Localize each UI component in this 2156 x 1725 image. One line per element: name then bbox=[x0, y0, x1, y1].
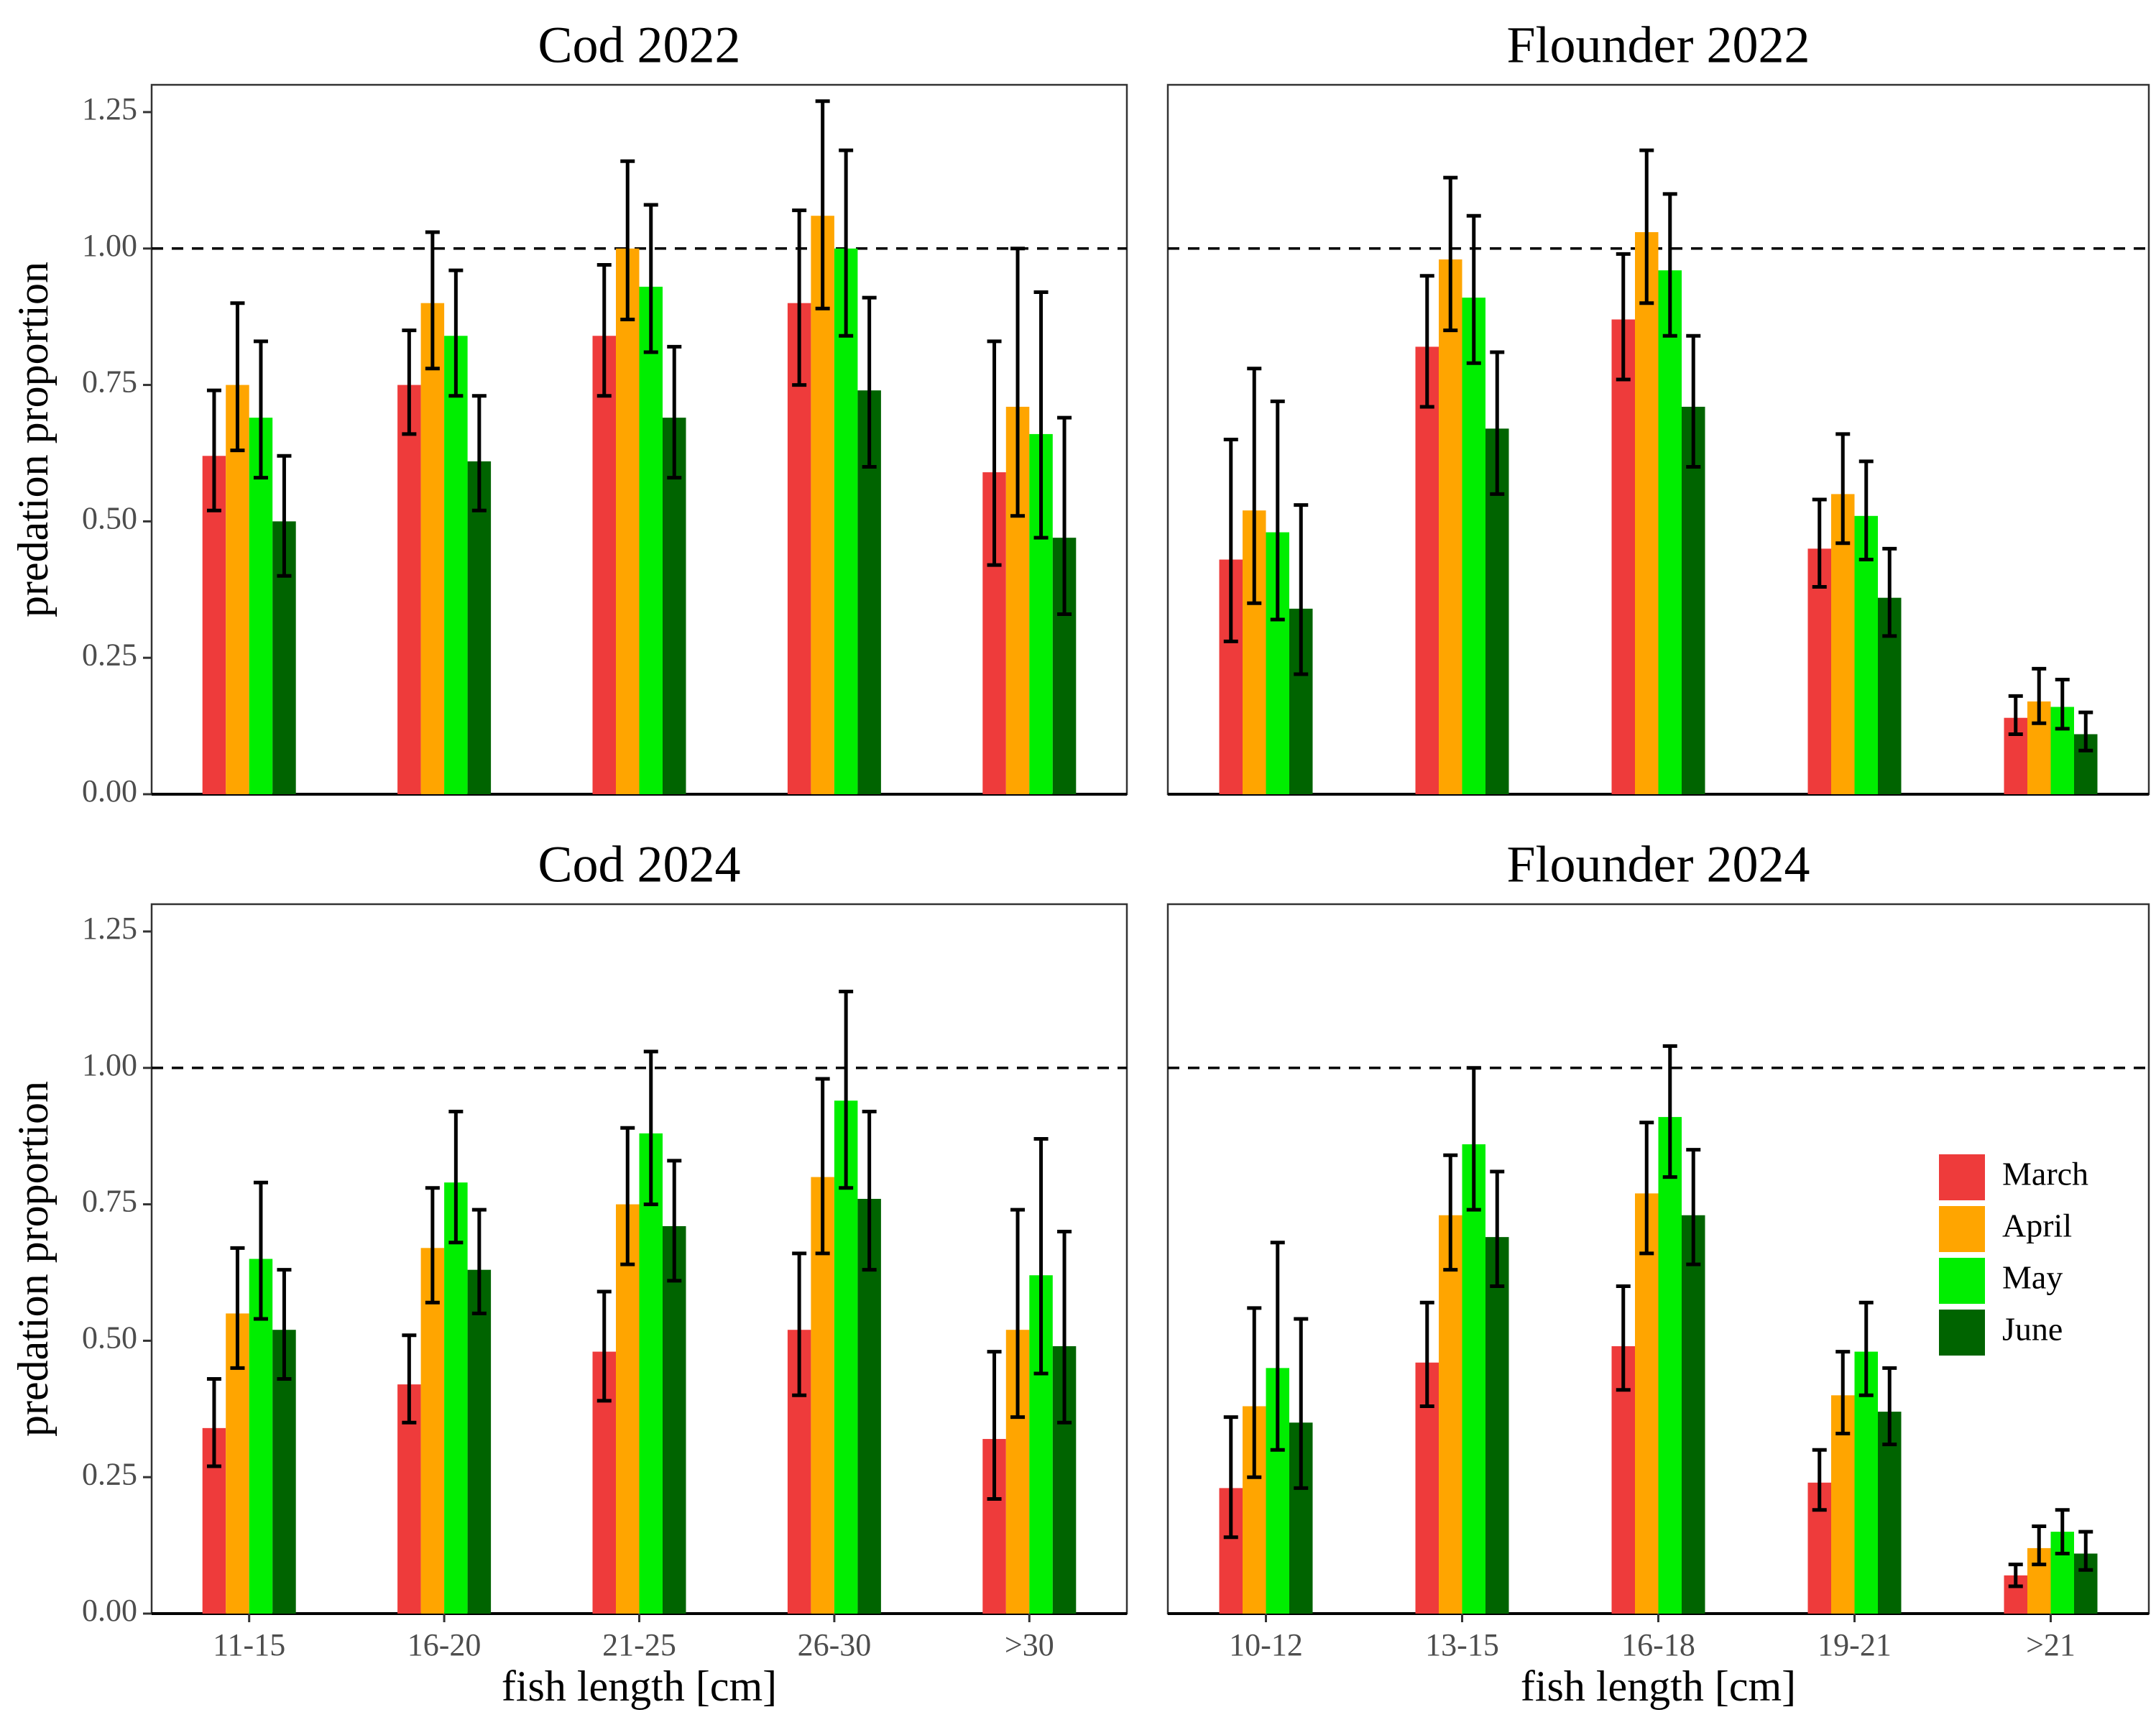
bar-june bbox=[1682, 406, 1705, 794]
bar-april bbox=[226, 385, 249, 794]
bar-april bbox=[616, 248, 640, 794]
bar-march bbox=[1415, 346, 1439, 794]
bar-june bbox=[663, 1225, 686, 1614]
bar-may bbox=[639, 1133, 663, 1614]
y-tick-label: 0.00 bbox=[82, 773, 137, 809]
bar-may bbox=[444, 1182, 468, 1614]
bar-march bbox=[1611, 319, 1635, 794]
bar-april bbox=[1439, 259, 1462, 794]
x-axis-title: fish length [cm] bbox=[1521, 1662, 1796, 1710]
bar-march bbox=[592, 336, 616, 794]
panel-title: Flounder 2024 bbox=[1507, 836, 1810, 893]
bar-june bbox=[1485, 1237, 1509, 1614]
bar-april bbox=[1635, 1193, 1659, 1614]
bar-may bbox=[1658, 270, 1682, 795]
bar-march bbox=[202, 456, 226, 794]
bar-march bbox=[1807, 548, 1831, 794]
y-tick-label: 0.25 bbox=[82, 637, 137, 672]
legend-label-march: March bbox=[2002, 1156, 2088, 1192]
legend-swatch-june bbox=[1939, 1310, 1985, 1356]
x-tick-label: 16-20 bbox=[407, 1627, 482, 1662]
y-tick-label: 0.50 bbox=[82, 1320, 137, 1355]
panel-title: Cod 2022 bbox=[538, 17, 740, 74]
legend-label-june: June bbox=[2002, 1311, 2063, 1348]
bar-march bbox=[397, 385, 421, 794]
bar-april bbox=[420, 1248, 445, 1614]
panel-title: Flounder 2022 bbox=[1507, 17, 1810, 74]
bar-april bbox=[420, 303, 445, 794]
bar-april bbox=[616, 1204, 640, 1614]
legend: March April May June bbox=[1939, 1154, 2088, 1356]
bar-june bbox=[467, 1269, 492, 1614]
bar-may bbox=[1658, 1117, 1682, 1614]
bar-may bbox=[1462, 298, 1485, 795]
panel-2: Flounder 2022 bbox=[1166, 17, 2150, 796]
y-tick-label: 1.25 bbox=[82, 91, 137, 126]
bar-may bbox=[444, 336, 468, 794]
bar-may bbox=[1854, 515, 1878, 794]
bar-april bbox=[1635, 231, 1659, 794]
x-tick-label: >30 bbox=[1005, 1627, 1054, 1662]
y-axis-title: predation proportion bbox=[9, 262, 57, 617]
x-tick-label: 19-21 bbox=[1818, 1627, 1892, 1662]
legend-label-may: May bbox=[2002, 1259, 2063, 1296]
legend-swatch-may bbox=[1939, 1258, 1985, 1304]
bar-may bbox=[639, 286, 663, 794]
y-tick-label: 1.00 bbox=[82, 1047, 137, 1082]
legend-label-april: April bbox=[2002, 1208, 2072, 1244]
x-tick-label: 13-15 bbox=[1425, 1627, 1499, 1662]
bar-june bbox=[1682, 1215, 1705, 1614]
x-tick-label: 16-18 bbox=[1621, 1627, 1695, 1662]
x-tick-label: 10-12 bbox=[1229, 1627, 1303, 1662]
y-tick-label: 0.75 bbox=[82, 364, 137, 400]
x-tick-label: 21-25 bbox=[602, 1627, 676, 1662]
y-tick-label: 0.25 bbox=[82, 1456, 137, 1491]
bar-may bbox=[834, 248, 858, 794]
y-tick-label: 1.00 bbox=[82, 228, 137, 263]
y-tick-label: 0.75 bbox=[82, 1184, 137, 1219]
legend-swatch-march bbox=[1939, 1154, 1985, 1200]
y-tick-label: 0.50 bbox=[82, 500, 137, 535]
panel-1: Cod 2022 0.00 0.25 0.50 0.75 1.00 1.25 predatio… bbox=[9, 17, 1128, 809]
x-tick-label: 11-15 bbox=[213, 1627, 285, 1662]
bar-june bbox=[467, 461, 492, 794]
bar-april bbox=[811, 216, 834, 794]
y-tick-label: 0.00 bbox=[82, 1593, 137, 1628]
y-axis-title: predation proportion bbox=[9, 1081, 57, 1437]
bar-may bbox=[249, 418, 273, 794]
panel-3: Cod 2024 0.00 0.25 0.50 0.75 1.00 1.25 11-15 16-… bbox=[9, 836, 1128, 1710]
bar-may bbox=[1462, 1144, 1485, 1614]
legend-swatch-april bbox=[1939, 1206, 1985, 1252]
panel-4: Flounder 2024 10-12 13-15 16-18 19-21 >21 fish… bbox=[1166, 836, 2150, 1710]
x-tick-label: 26-30 bbox=[798, 1627, 872, 1662]
panel-title: Cod 2024 bbox=[538, 836, 740, 893]
x-tick-label: >21 bbox=[2026, 1627, 2076, 1662]
bar-june bbox=[663, 418, 686, 794]
y-tick-label: 1.25 bbox=[82, 911, 137, 946]
bar-april bbox=[1439, 1215, 1462, 1614]
x-axis-title: fish length [cm] bbox=[502, 1662, 777, 1710]
